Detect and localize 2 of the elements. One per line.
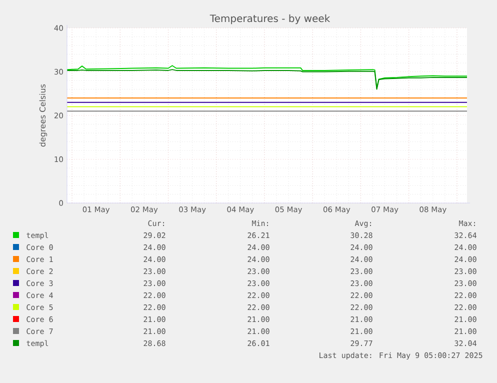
chart-title: Temperatures - by week bbox=[210, 14, 330, 24]
y-axis-title: degrees Celsius bbox=[39, 84, 48, 147]
